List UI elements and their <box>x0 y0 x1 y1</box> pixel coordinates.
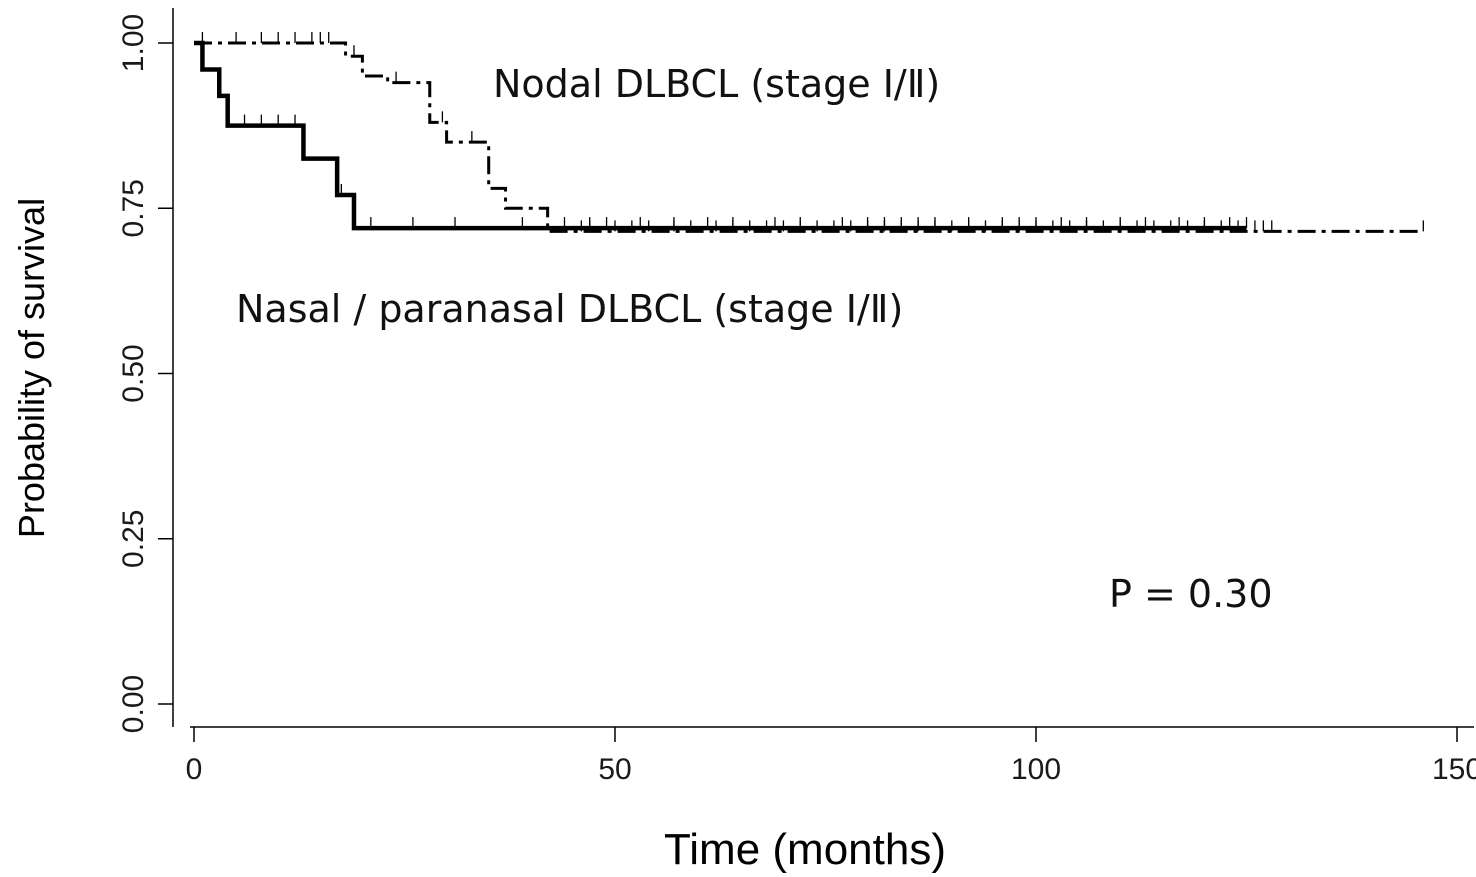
annotation-nodal: Nodal DLBCL (stage Ⅰ/Ⅱ) <box>493 62 940 106</box>
x-axis-title: Time (months) <box>664 825 946 874</box>
annotation-nasal: Nasal / paranasal DLBCL (stage Ⅰ/Ⅱ) <box>236 287 903 331</box>
y-tick-label-1: 0.25 <box>117 510 150 568</box>
y-tick-label-3: 0.75 <box>117 179 150 237</box>
series-0-curve <box>194 41 1424 233</box>
x-tick-label-1: 50 <box>598 753 631 786</box>
y-tick-label-4: 1.00 <box>117 14 150 72</box>
annotation-pvalue: P = 0.30 <box>1109 572 1273 616</box>
y-tick-label-0: 0.00 <box>117 675 150 733</box>
x-tick-label-0: 0 <box>186 753 203 786</box>
axes: 0 50 100 150 0.00 0.25 0.50 0.75 1.00 <box>117 8 1476 786</box>
x-tick-label-2: 100 <box>1011 753 1061 786</box>
series-layer <box>194 32 1424 233</box>
x-ticks: 0 50 100 150 <box>186 727 1476 786</box>
y-tick-label-2: 0.50 <box>117 344 150 402</box>
y-axis-title: Probability of survival <box>11 198 52 538</box>
x-tick-label-3: 150 <box>1432 753 1476 786</box>
y-ticks: 0.00 0.25 0.50 0.75 1.00 <box>117 14 173 733</box>
series-1-curve <box>194 40 1247 231</box>
